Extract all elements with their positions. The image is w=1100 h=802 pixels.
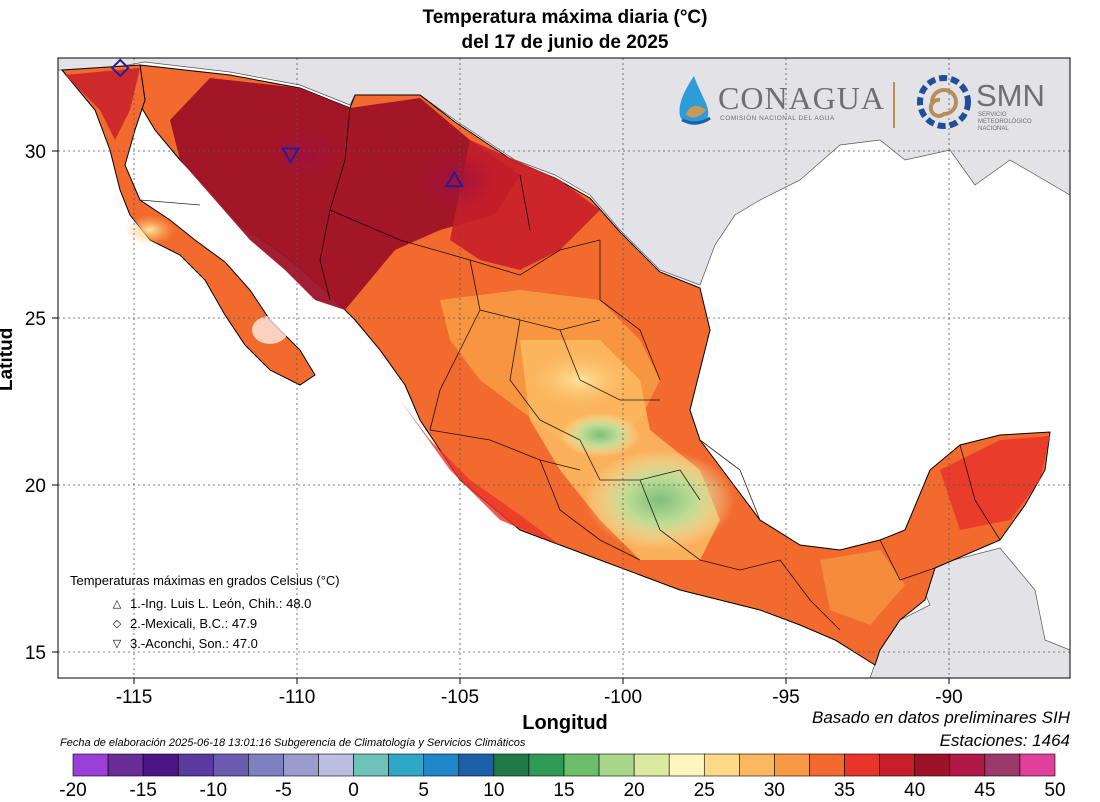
map-gridlines	[58, 58, 1070, 678]
chart-title-line2: del 17 de junio de 2025	[461, 32, 669, 53]
colorbar-swatch	[949, 753, 986, 777]
triangle-down-icon: ▽	[112, 638, 122, 650]
logo-divider	[893, 82, 895, 128]
xtick-label: -110	[279, 687, 316, 708]
colorbar-swatch	[984, 753, 1021, 777]
colorbar-swatch	[633, 753, 670, 777]
colorbar-swatch	[353, 753, 389, 777]
chart-title-line1: Temperatura máxima diaria (°C)	[422, 7, 708, 28]
baja-california	[60, 64, 316, 386]
colorbar-tick-label: 25	[693, 780, 715, 801]
colorbar-tick-label: 35	[833, 780, 856, 801]
colorbar-tick-label: 45	[974, 780, 996, 801]
colorbar-tick-label: 50	[1044, 780, 1066, 801]
water-drop-icon	[679, 76, 711, 125]
colorbar-tick-label: -15	[129, 780, 157, 801]
colorbar-tick-label: 40	[904, 780, 926, 801]
triangle-up-icon: △	[112, 598, 122, 610]
colorbar-tick-label: 30	[763, 780, 785, 801]
station-marker-diamond	[110, 58, 130, 78]
colorbar	[72, 753, 1056, 777]
colorbar-swatch	[563, 753, 600, 777]
legend-entry: ▽ 3.-Aconchi, Son.: 47.0	[70, 634, 340, 654]
smn-subtitle: SERVICIO METEOROLÓGICO NACIONAL	[978, 112, 1032, 132]
colorbar-swatch	[177, 753, 214, 777]
y-axis-label: Latitud	[0, 327, 17, 391]
colorbar-tick-label: -5	[274, 780, 292, 801]
colorbar-swatch	[844, 753, 880, 777]
colorbar-swatch	[528, 753, 565, 777]
spiral-icon	[917, 75, 971, 129]
colorbar-swatch	[774, 753, 810, 777]
ytick-label: 20	[25, 476, 46, 497]
colorbar-swatch	[142, 753, 179, 777]
smn-wordmark: SMN	[976, 78, 1045, 113]
station-legend: Temperaturas máximas en grados Celsius (…	[70, 573, 340, 654]
station-marker-triangle-down	[280, 147, 301, 165]
colorbar-swatch	[739, 753, 775, 777]
ytick-label: 25	[25, 309, 46, 330]
colorbar-tick-label: 20	[623, 780, 645, 801]
colorbar-tick-label: 5	[418, 780, 429, 801]
colorbar-swatch	[283, 753, 319, 777]
conagua-subtitle: COMISIÓN NACIONAL DEL AGUA	[720, 115, 835, 122]
colorbar-swatch	[107, 753, 144, 777]
colorbar-swatch	[703, 753, 740, 777]
ytick-label: 30	[25, 142, 46, 163]
colorbar-swatch	[423, 753, 460, 777]
colorbar-swatch	[388, 753, 425, 777]
legend-entry: ◇ 2.-Mexicali, B.C.: 47.9	[70, 614, 340, 634]
colorbar-tick-label: -20	[59, 780, 87, 801]
legend-title: Temperaturas máximas en grados Celsius (…	[70, 573, 340, 588]
colorbar-swatch	[212, 753, 249, 777]
colorbar-tick-label: 10	[483, 780, 505, 801]
xtick-label: -100	[604, 687, 642, 708]
xtick-label: -90	[935, 687, 962, 708]
colorbar-swatch	[458, 753, 495, 777]
legend-entry: △ 1.-Ing. Luis L. León, Chih.: 48.0	[70, 594, 340, 614]
xtick-label: -95	[772, 687, 799, 708]
colorbar-swatch	[248, 753, 284, 777]
station-count: Estaciones: 1464	[939, 731, 1070, 750]
xtick-label: -105	[441, 687, 479, 708]
colorbar-tick-label: 15	[553, 780, 575, 801]
usa-land	[58, 58, 1070, 286]
data-source-note: Basado en datos preliminares SIH	[812, 708, 1070, 727]
colorbar-swatch	[879, 753, 916, 777]
colorbar-swatch	[72, 753, 109, 777]
colorbar-tick-label: -10	[199, 780, 228, 801]
colorbar-swatch	[914, 753, 951, 777]
station-marker-triangle-up	[444, 170, 465, 188]
conagua-wordmark: CONAGUA	[718, 80, 885, 116]
colorbar-swatch	[809, 753, 845, 777]
creation-date-note: Fecha de elaboración 2025-06-18 13:01:16…	[60, 737, 526, 749]
diamond-icon: ◇	[112, 618, 122, 630]
x-axis-label: Longitud	[522, 712, 608, 734]
colorbar-swatch	[318, 753, 354, 777]
smn-logo: SMN SERVICIO METEOROLÓGICO NACIONAL	[916, 72, 1061, 132]
xtick-label: -115	[116, 687, 153, 708]
colorbar-swatch	[598, 753, 635, 777]
ytick-label: 15	[25, 643, 46, 664]
colorbar-tick-label: 0	[348, 780, 359, 801]
conagua-logo: CONAGUA COMISIÓN NACIONAL DEL AGUA	[670, 72, 884, 132]
colorbar-swatch	[1019, 753, 1056, 777]
colorbar-swatch	[668, 753, 705, 777]
colorbar-swatch	[493, 753, 530, 777]
